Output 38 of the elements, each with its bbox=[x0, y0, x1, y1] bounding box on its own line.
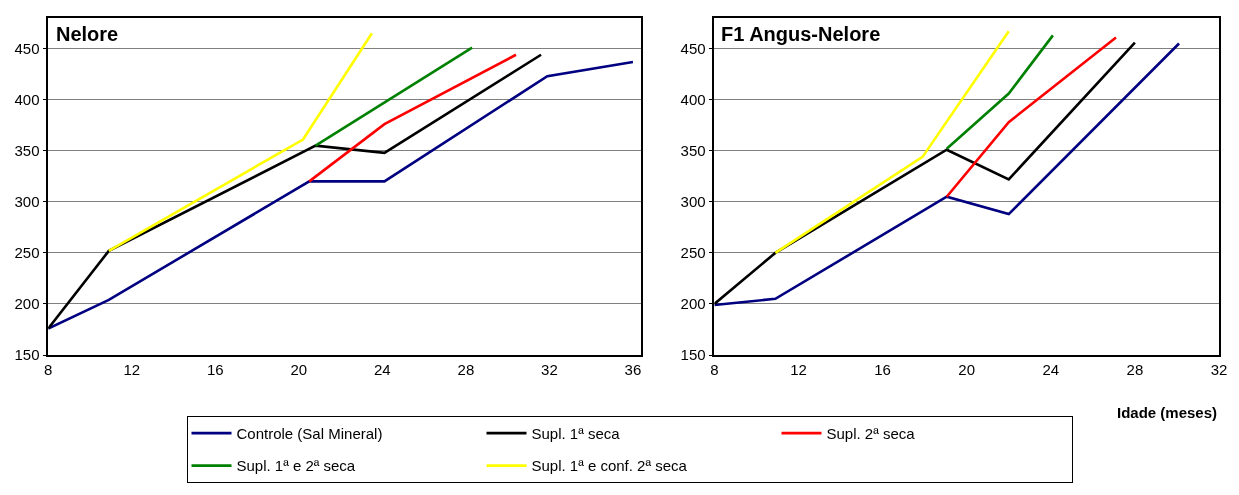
x-tick-label: 20 bbox=[958, 360, 976, 378]
line-series bbox=[48, 60, 635, 330]
x-tick-label: 24 bbox=[1042, 360, 1060, 378]
y-tick-label: 400 bbox=[14, 90, 40, 108]
y-tick-label: 250 bbox=[14, 244, 40, 262]
chart-title: F1 Angus-Nelore bbox=[721, 23, 881, 45]
chart-title: Nelore bbox=[56, 23, 119, 45]
x-tick-label: 32 bbox=[1210, 360, 1228, 378]
legend-label: Supl. 1ª e 2ª seca bbox=[236, 457, 356, 475]
x-tick-label: 8 bbox=[710, 360, 719, 378]
y-tick-label: 300 bbox=[14, 193, 40, 211]
y-tick-label: 350 bbox=[680, 142, 706, 160]
y-tick-label: 200 bbox=[680, 295, 706, 313]
legend-label: Supl. 1ª e conf. 2ª seca bbox=[531, 457, 688, 475]
x-tick-label: 28 bbox=[457, 360, 475, 378]
x-tick-label: 32 bbox=[541, 360, 558, 378]
y-tick-label: 200 bbox=[14, 295, 40, 313]
legend-label: Supl. 2ª seca bbox=[826, 424, 916, 442]
x-tick-label: 28 bbox=[1126, 360, 1144, 378]
x-tick-label: 12 bbox=[123, 360, 141, 378]
x-tick-label: 36 bbox=[624, 360, 642, 378]
y-tick-label: 300 bbox=[680, 193, 706, 211]
y-tick-label: 250 bbox=[680, 244, 706, 262]
y-tick-label: 150 bbox=[14, 346, 40, 364]
x-tick-label: 16 bbox=[206, 360, 224, 378]
y-tick-label: 350 bbox=[14, 142, 40, 160]
x-tick-label: 16 bbox=[874, 360, 891, 378]
x-tick-label: 24 bbox=[374, 360, 391, 378]
y-tick-label: 400 bbox=[680, 90, 706, 108]
legend-label: Supl. 1ª seca bbox=[531, 424, 621, 442]
legend-label: Controle (Sal Mineral) bbox=[236, 424, 383, 442]
x-tick-label: 12 bbox=[790, 360, 807, 378]
y-tick-label: 150 bbox=[680, 346, 706, 364]
x-axis-title: Idade (meses) bbox=[1117, 404, 1218, 421]
y-tick-label: 450 bbox=[680, 39, 706, 57]
x-tick-label: 20 bbox=[290, 360, 308, 378]
y-tick-label: 450 bbox=[14, 39, 40, 57]
x-tick-label: 8 bbox=[44, 360, 53, 378]
